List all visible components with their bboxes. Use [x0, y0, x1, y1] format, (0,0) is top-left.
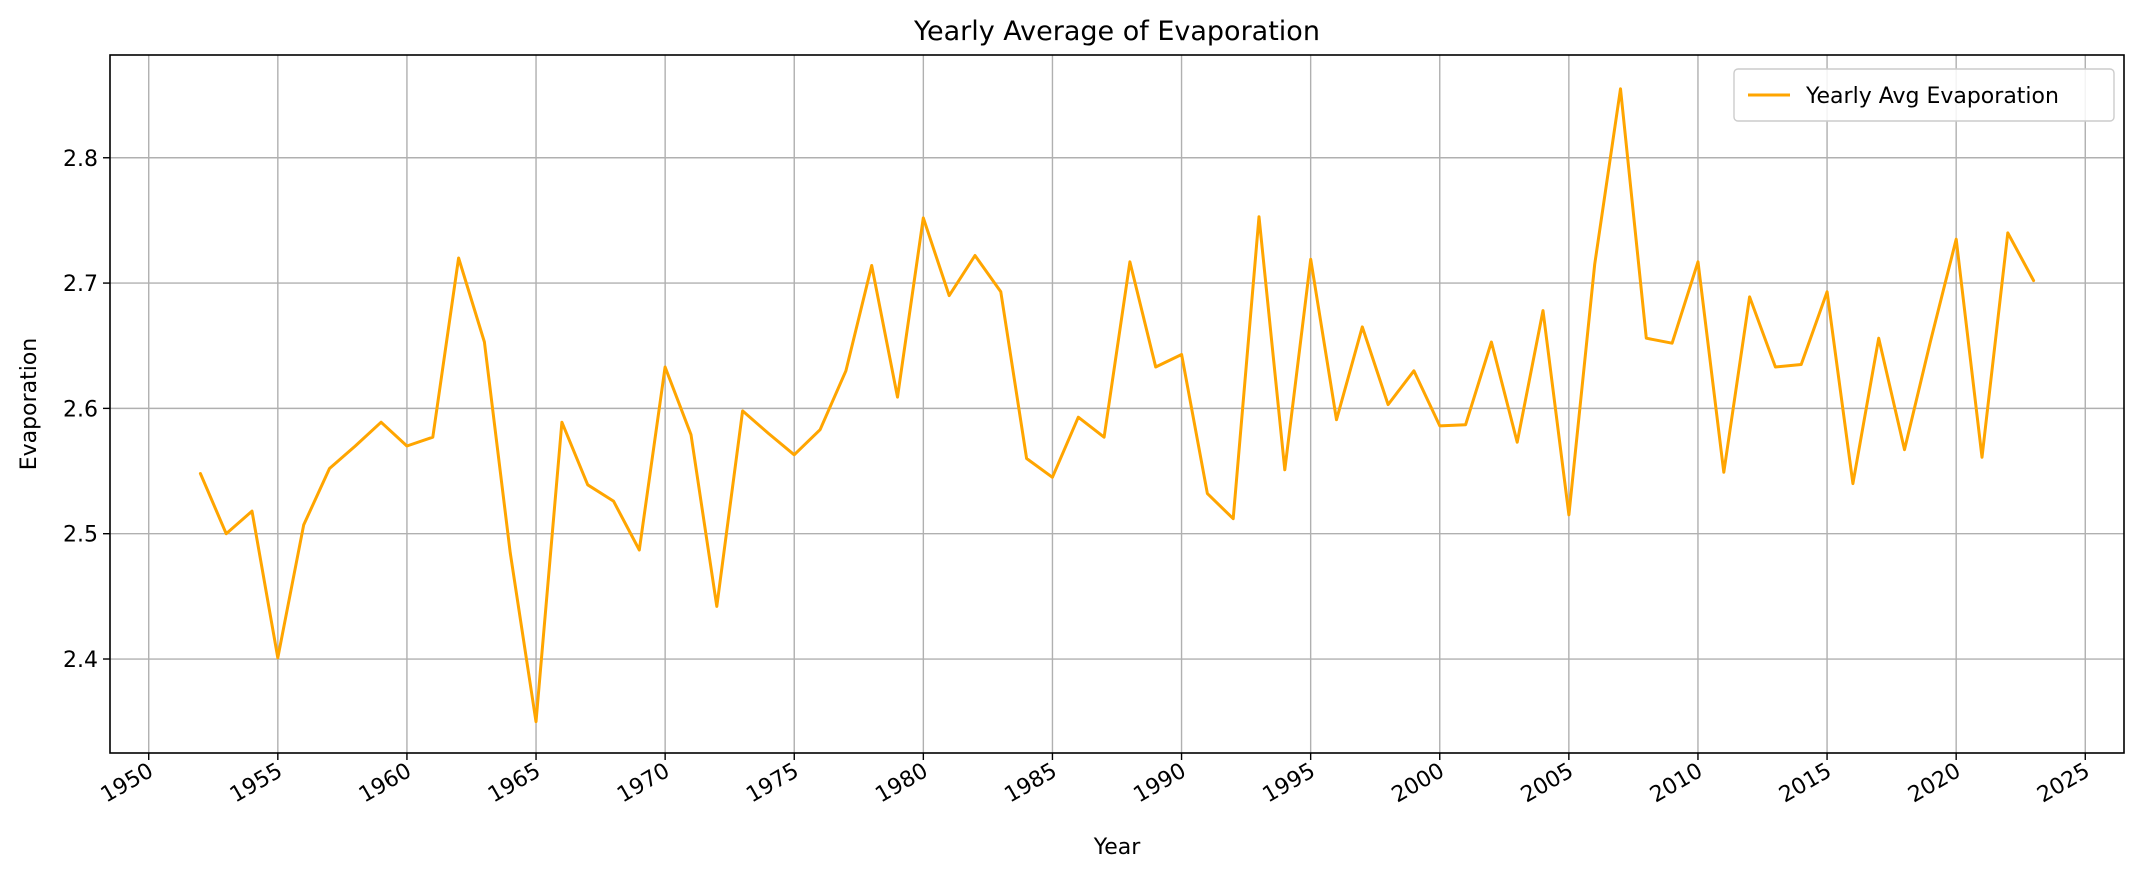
series-line	[198, 87, 2036, 724]
y-tick-label: 2.7	[63, 272, 98, 297]
legend-entry-label: Yearly Avg Evaporation	[1805, 84, 2059, 109]
x-tick-label: 2015	[1775, 759, 1836, 809]
x-tick-label: 2010	[1646, 759, 1707, 809]
y-axis: 2.4 2.5 2.6 2.7 2.8	[63, 147, 110, 673]
x-tick-label: 1965	[484, 759, 545, 809]
chart-title: Yearly Average of Evaporation	[913, 16, 1320, 47]
x-tick-label: 1990	[1130, 759, 1191, 809]
x-tick-label: 2020	[1904, 759, 1965, 809]
x-axis-label: Year	[1093, 835, 1142, 860]
y-tick-label: 2.5	[63, 523, 98, 548]
y-tick-label: 2.8	[63, 147, 98, 172]
legend-box	[1733, 68, 2115, 122]
x-tick-label: 1950	[97, 759, 158, 809]
x-tick-label: 1955	[226, 759, 287, 809]
plot-frame	[109, 54, 2125, 754]
x-tick-label: 2025	[2033, 759, 2094, 809]
grid	[110, 55, 2124, 753]
series-layer	[198, 87, 2036, 724]
legend: Yearly Avg Evaporation	[1733, 68, 2115, 122]
y-axis-label: Evaporation	[17, 338, 42, 471]
x-tick-label: 1960	[355, 759, 416, 809]
x-axis: 1950 1955 1960 1965 1970 1975 1980 1985 1990 1995…	[97, 753, 2094, 809]
x-tick-label: 1985	[1000, 759, 1061, 809]
x-tick-label: 1980	[871, 759, 932, 809]
x-tick-label: 1970	[613, 759, 674, 809]
x-tick-label: 1995	[1259, 759, 1320, 809]
y-tick-label: 2.6	[63, 397, 98, 422]
x-tick-label: 2000	[1388, 759, 1449, 809]
x-tick-label: 2005	[1517, 759, 1578, 809]
y-tick-label: 2.4	[63, 648, 98, 673]
x-tick-label: 1975	[742, 759, 803, 809]
